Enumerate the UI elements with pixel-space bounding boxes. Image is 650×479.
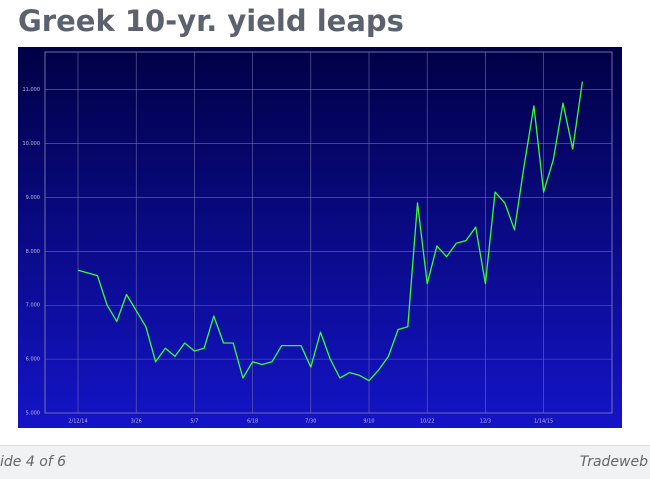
- slide-counter: ide 4 of 6: [0, 454, 67, 470]
- chart: 5.000 6.000 7.000 8.000 9.000 10.000 11.000 2/1…: [18, 47, 622, 428]
- x-tick-label: 3/26: [131, 419, 142, 425]
- x-tick-label: 1/14/15: [534, 419, 553, 425]
- y-tick-label: 8.000: [26, 249, 40, 255]
- data-line: [77, 81, 584, 382]
- y-tick-label: 7.000: [26, 303, 40, 309]
- y-tick-label: 9.000: [26, 195, 40, 201]
- chart-background: [18, 47, 622, 428]
- x-tick-label: 7/30: [305, 419, 316, 425]
- x-tick-label: 9/10: [363, 419, 374, 425]
- source: Tradeweb: [579, 454, 648, 470]
- y-tick-label: 5.000: [26, 411, 40, 417]
- y-tick-label: 11.000: [23, 87, 41, 93]
- x-tick-label: 6/18: [247, 419, 258, 425]
- x-tick-label: 2/12/14: [68, 419, 87, 425]
- footer: ide 4 of 6 Tradeweb: [0, 445, 650, 479]
- y-tick-label: 6.000: [26, 357, 40, 363]
- y-tick-label: 10.000: [23, 141, 41, 147]
- x-tick-label: 5/7: [190, 419, 198, 425]
- x-tick-label: 12/3: [480, 419, 491, 425]
- x-tick-label: 10/22: [420, 419, 434, 425]
- slide-title: Greek 10-yr. yield leaps: [18, 4, 404, 38]
